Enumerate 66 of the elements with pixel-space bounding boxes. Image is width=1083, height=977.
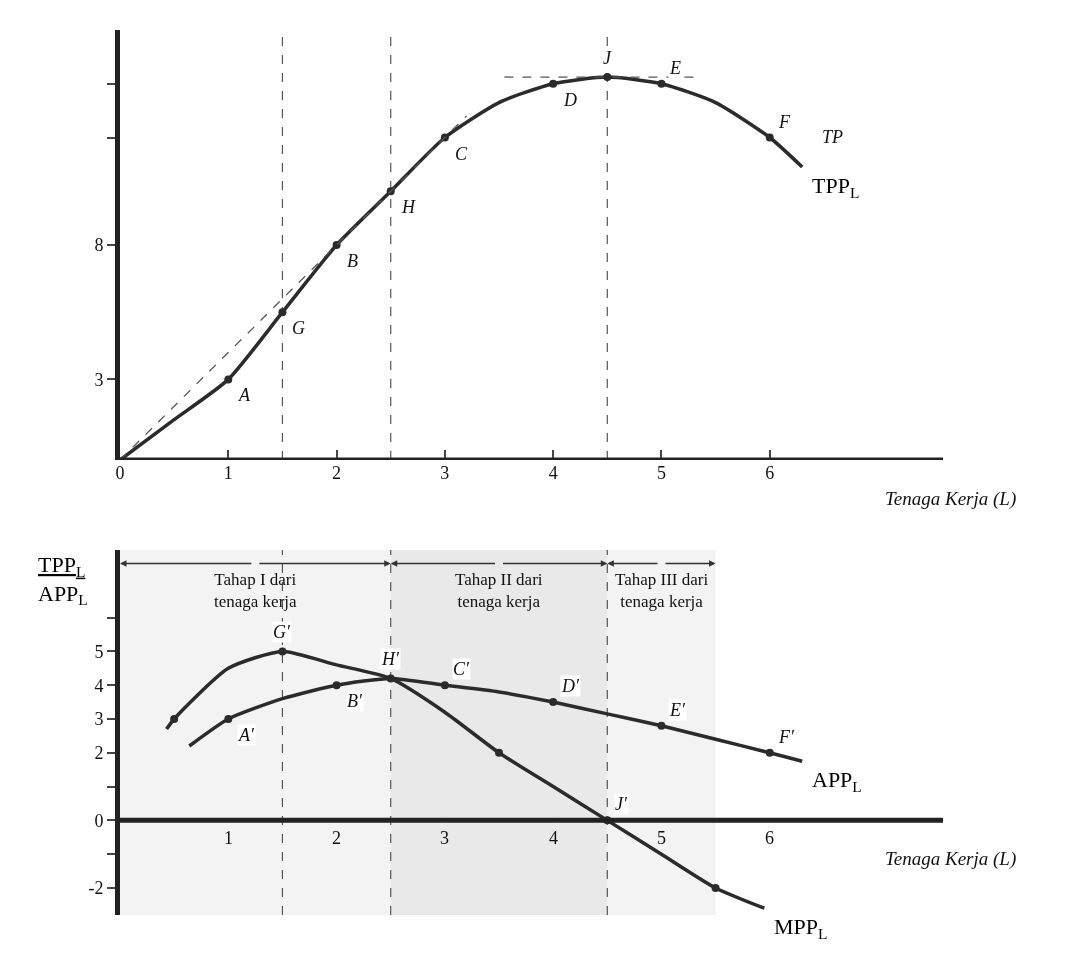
x-tick-label: 6 xyxy=(765,463,775,483)
point xyxy=(657,79,666,88)
annotation: G′ xyxy=(273,622,291,642)
series-label: APP$_{L}$ xyxy=(812,767,862,795)
annotation: A xyxy=(238,385,251,405)
y-tick-label: 3 xyxy=(94,709,104,730)
point xyxy=(278,647,287,656)
point xyxy=(278,308,287,317)
annotation: E xyxy=(669,58,681,78)
x-axis-title: Tenaga Kerja (L) xyxy=(885,848,1017,870)
band-label: Tahap II dari tenaga kerja xyxy=(455,570,543,612)
y-tick-label: -2 xyxy=(88,878,104,899)
x-tick-label: 2 xyxy=(332,463,342,483)
point xyxy=(603,73,612,82)
annotation: G xyxy=(292,318,305,338)
x-tick-label: 1 xyxy=(223,463,233,483)
annotation: F′ xyxy=(778,727,795,747)
point xyxy=(224,375,233,384)
x-tick-label: 4 xyxy=(548,463,558,483)
annotation: C′ xyxy=(453,659,471,679)
annotation: B xyxy=(347,251,358,271)
series-label: MPP$_{L}$ xyxy=(774,914,828,942)
point xyxy=(495,748,504,757)
point xyxy=(386,674,395,683)
y-tick-label: 4 xyxy=(94,675,104,696)
x-tick-label: 1 xyxy=(224,828,233,848)
point xyxy=(657,721,666,730)
x-tick-label: 4 xyxy=(549,828,558,848)
x-tick-label: 2 xyxy=(332,828,341,848)
annotation: C xyxy=(455,144,468,164)
y-tick-label: 2 xyxy=(94,743,104,764)
band-label: Tahap III dari tenaga kerja xyxy=(615,570,709,612)
y-axis-title: TPP$_{L}$ APP$_{L}$ xyxy=(38,552,88,609)
series-label: TPP$_{L}$ xyxy=(812,173,860,201)
annotation: B′ xyxy=(347,691,363,711)
point xyxy=(765,748,774,757)
y-tick-label: 5 xyxy=(94,641,104,662)
x-axis-title: Tenaga Kerja (L) xyxy=(885,488,1017,510)
x-tick-label: 6 xyxy=(765,828,774,848)
x-tick-label: 5 xyxy=(656,463,666,483)
point xyxy=(170,714,179,723)
annotation: J′ xyxy=(615,794,628,814)
annotation: D′ xyxy=(561,676,580,696)
x-tick-label: 0 xyxy=(115,463,125,483)
point xyxy=(765,133,774,142)
x-tick-label: 3 xyxy=(440,463,450,483)
band-label: Tahap I dari tenaga kerja xyxy=(214,570,298,612)
annotation: F xyxy=(778,112,791,132)
annotation: D xyxy=(563,90,577,110)
point xyxy=(332,681,341,690)
annotation: TP xyxy=(822,127,844,147)
y-tick-label: 0 xyxy=(94,810,104,831)
annotation: A′ xyxy=(238,725,255,745)
annotation: E′ xyxy=(669,700,686,720)
point xyxy=(549,698,558,707)
point xyxy=(440,681,449,690)
x-tick-label: 3 xyxy=(440,828,449,848)
annotation: H xyxy=(401,197,416,217)
annotation: H′ xyxy=(381,649,400,669)
x-tick-label: 5 xyxy=(657,828,666,848)
point xyxy=(224,714,233,723)
point xyxy=(549,79,558,88)
annotation: J xyxy=(603,48,612,68)
point xyxy=(711,883,720,892)
y-tick-label: 3 xyxy=(94,369,104,390)
y-tick-label: 8 xyxy=(94,235,104,256)
